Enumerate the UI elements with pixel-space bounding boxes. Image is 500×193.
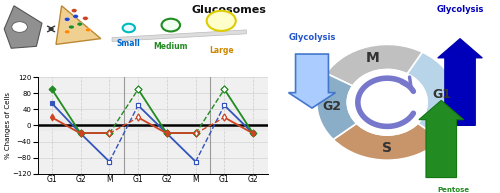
Medium (49, 88, 55, 90)
Line: Small: Small (50, 101, 83, 136)
Circle shape (68, 25, 74, 29)
Circle shape (82, 16, 88, 20)
FancyArrow shape (438, 39, 482, 125)
Wedge shape (407, 52, 458, 140)
Y-axis label: % Changes of Cells: % Changes of Cells (4, 92, 10, 159)
Text: G2: G2 (322, 100, 342, 113)
Text: Small: Small (117, 39, 140, 48)
Bar (38, 119, 268, 131)
Circle shape (12, 22, 28, 32)
Line: Medium: Medium (50, 87, 83, 136)
Line: Large: Large (50, 115, 83, 136)
Text: M: M (366, 52, 380, 65)
Text: Pentose
Phosphate Pathway: Pentose Phosphate Pathway (414, 187, 492, 193)
Circle shape (162, 19, 180, 31)
Circle shape (347, 69, 427, 135)
Wedge shape (316, 73, 356, 140)
Wedge shape (326, 44, 422, 86)
Circle shape (64, 30, 70, 34)
Text: Glycolysis: Glycolysis (436, 5, 484, 14)
Polygon shape (4, 6, 42, 48)
Circle shape (72, 9, 77, 13)
Text: Medium: Medium (154, 42, 188, 51)
Medium (78, 132, 84, 135)
Circle shape (86, 28, 91, 32)
Circle shape (64, 17, 70, 21)
Large (49, 116, 55, 119)
Polygon shape (56, 6, 101, 44)
FancyArrow shape (288, 54, 336, 108)
Text: Glycolysis: Glycolysis (288, 33, 336, 42)
Text: Large: Large (209, 46, 234, 55)
Large (78, 132, 84, 135)
Circle shape (122, 24, 135, 32)
Wedge shape (333, 123, 441, 160)
Circle shape (206, 11, 236, 31)
Text: S: S (382, 141, 392, 155)
Text: G1: G1 (432, 88, 451, 101)
Text: Glucosomes: Glucosomes (191, 5, 266, 15)
FancyArrow shape (419, 100, 464, 178)
Circle shape (77, 22, 82, 26)
Small (78, 132, 84, 135)
Circle shape (73, 14, 78, 18)
Small (49, 102, 55, 104)
Polygon shape (112, 30, 246, 41)
